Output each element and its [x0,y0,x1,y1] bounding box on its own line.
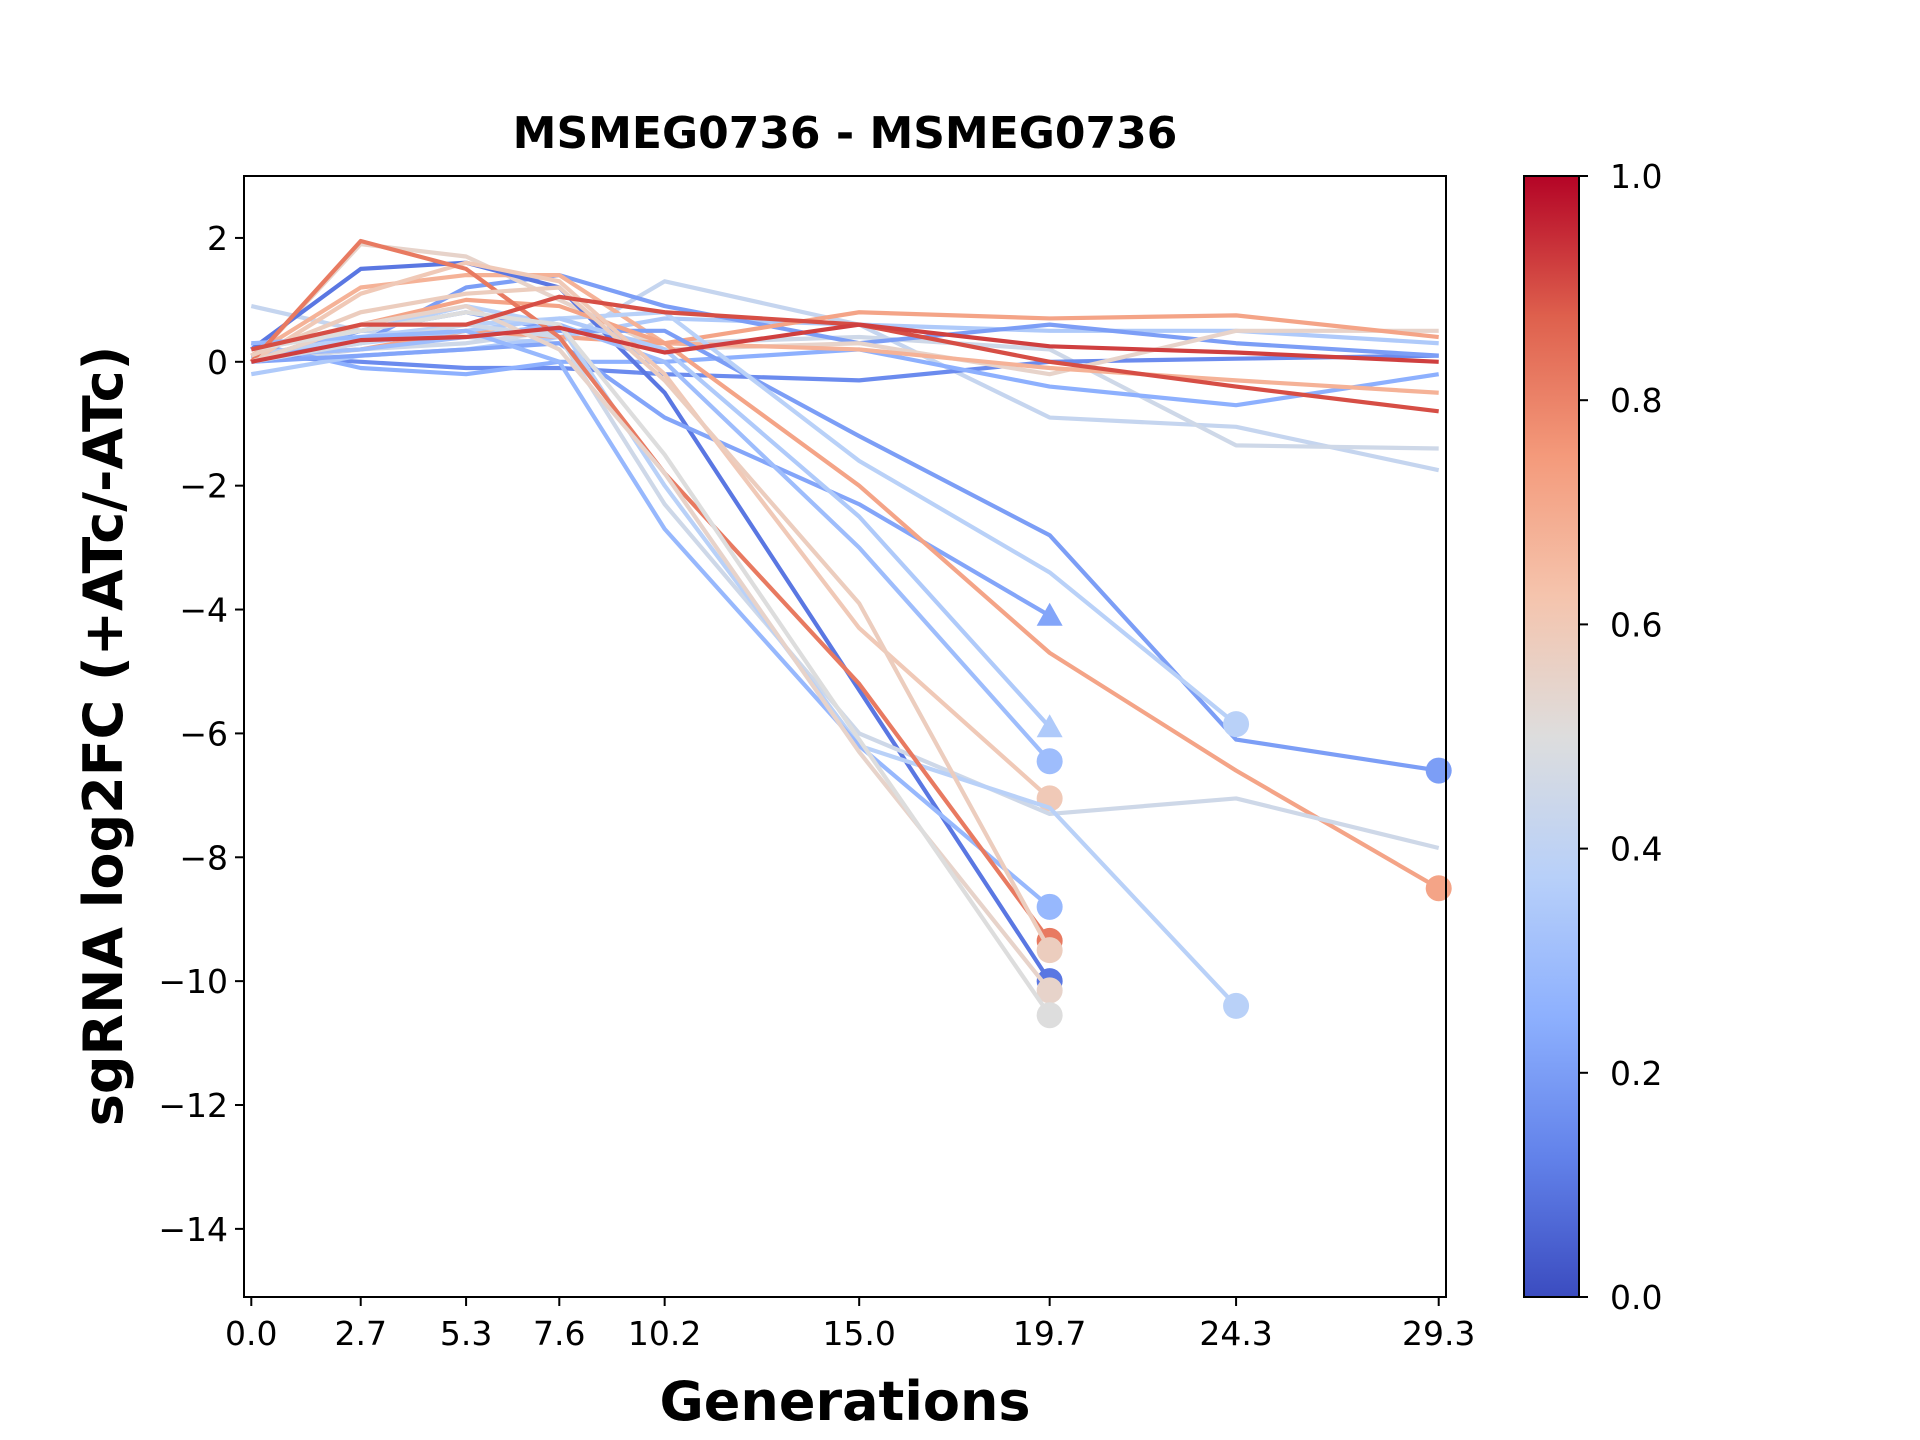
y-tick-label: −8 [179,838,228,877]
series-end-marker-11 [1036,602,1063,626]
series-end-marker-18 [1223,992,1250,1019]
colorbar-tick-label: 0.4 [1610,830,1662,869]
x-axis-label: Generations [659,1370,1030,1433]
y-tick-label: −10 [158,962,228,1001]
series-end-marker-12 [1223,711,1250,738]
series-line-21 [250,285,1052,952]
plot-frame [243,175,1447,1298]
series-line-23 [250,310,1052,1017]
series-line-12 [250,310,1238,726]
y-tick-label: 0 [207,343,228,382]
plot-area [249,238,1452,1029]
series-end-marker-15 [1036,748,1063,775]
colorbar-tick-label: 1.0 [1610,157,1662,196]
y-tick-label: −14 [158,1210,228,1249]
y-tick-label: −12 [158,1086,228,1125]
series-end-marker-13 [1425,875,1452,902]
series-line-20 [249,238,1052,943]
series-end-marker-14 [1036,714,1063,738]
colorbar-tick-label: 0.6 [1610,605,1662,644]
x-tick-label: 29.3 [1402,1314,1475,1353]
series-line-11 [251,341,1051,618]
series-line-16 [250,260,1052,800]
x-tick-label: 10.2 [628,1314,701,1353]
series-line-15 [251,322,1052,763]
series-end-marker-10 [1425,757,1452,784]
x-tick-label: 19.7 [1013,1314,1086,1353]
colorbar-tick-label: 0.8 [1610,381,1662,420]
colorbar [1523,175,1580,1298]
y-tick-label: 2 [207,219,228,258]
y-tick-label: −2 [179,467,228,506]
x-tick-label: 15.0 [822,1314,895,1353]
x-tick-label: 2.7 [334,1314,386,1353]
series-end-marker-22 [1036,977,1063,1004]
x-tick-label: 7.6 [533,1314,585,1353]
series-line-25 [250,322,1439,364]
y-axis: 2 0 −2 −4 −6 −8 −10 −12 −14 [158,219,244,1249]
x-tick-label: 24.3 [1199,1314,1272,1353]
colorbar-ticks: 0.0 0.2 0.4 0.6 0.8 1.0 [1579,157,1662,1317]
y-tick-label: −6 [179,714,228,753]
colorbar-tick-label: 0.0 [1610,1278,1662,1317]
series-end-marker-21 [1036,937,1063,964]
x-axis: 0.0 2.7 5.3 7.6 10.2 15.0 19.7 24.3 29.3 [225,1297,1475,1353]
series-line-24 [250,294,1439,414]
colorbar-tick-label: 0.2 [1610,1054,1662,1093]
series-line-19 [251,328,1052,909]
series-end-marker-23 [1036,1002,1063,1029]
x-tick-label: 5.3 [440,1314,492,1353]
series-line-2 [251,353,1439,383]
x-tick-label: 0.0 [225,1314,277,1353]
series-end-marker-19 [1036,893,1063,920]
y-tick-label: −4 [179,591,228,630]
y-axis-label: sgRNA log2FC (+ATc/-ATc) [72,346,135,1127]
series-line-18 [250,303,1238,1008]
chart-title: MSMEG0736 - MSMEG0736 [513,108,1178,159]
